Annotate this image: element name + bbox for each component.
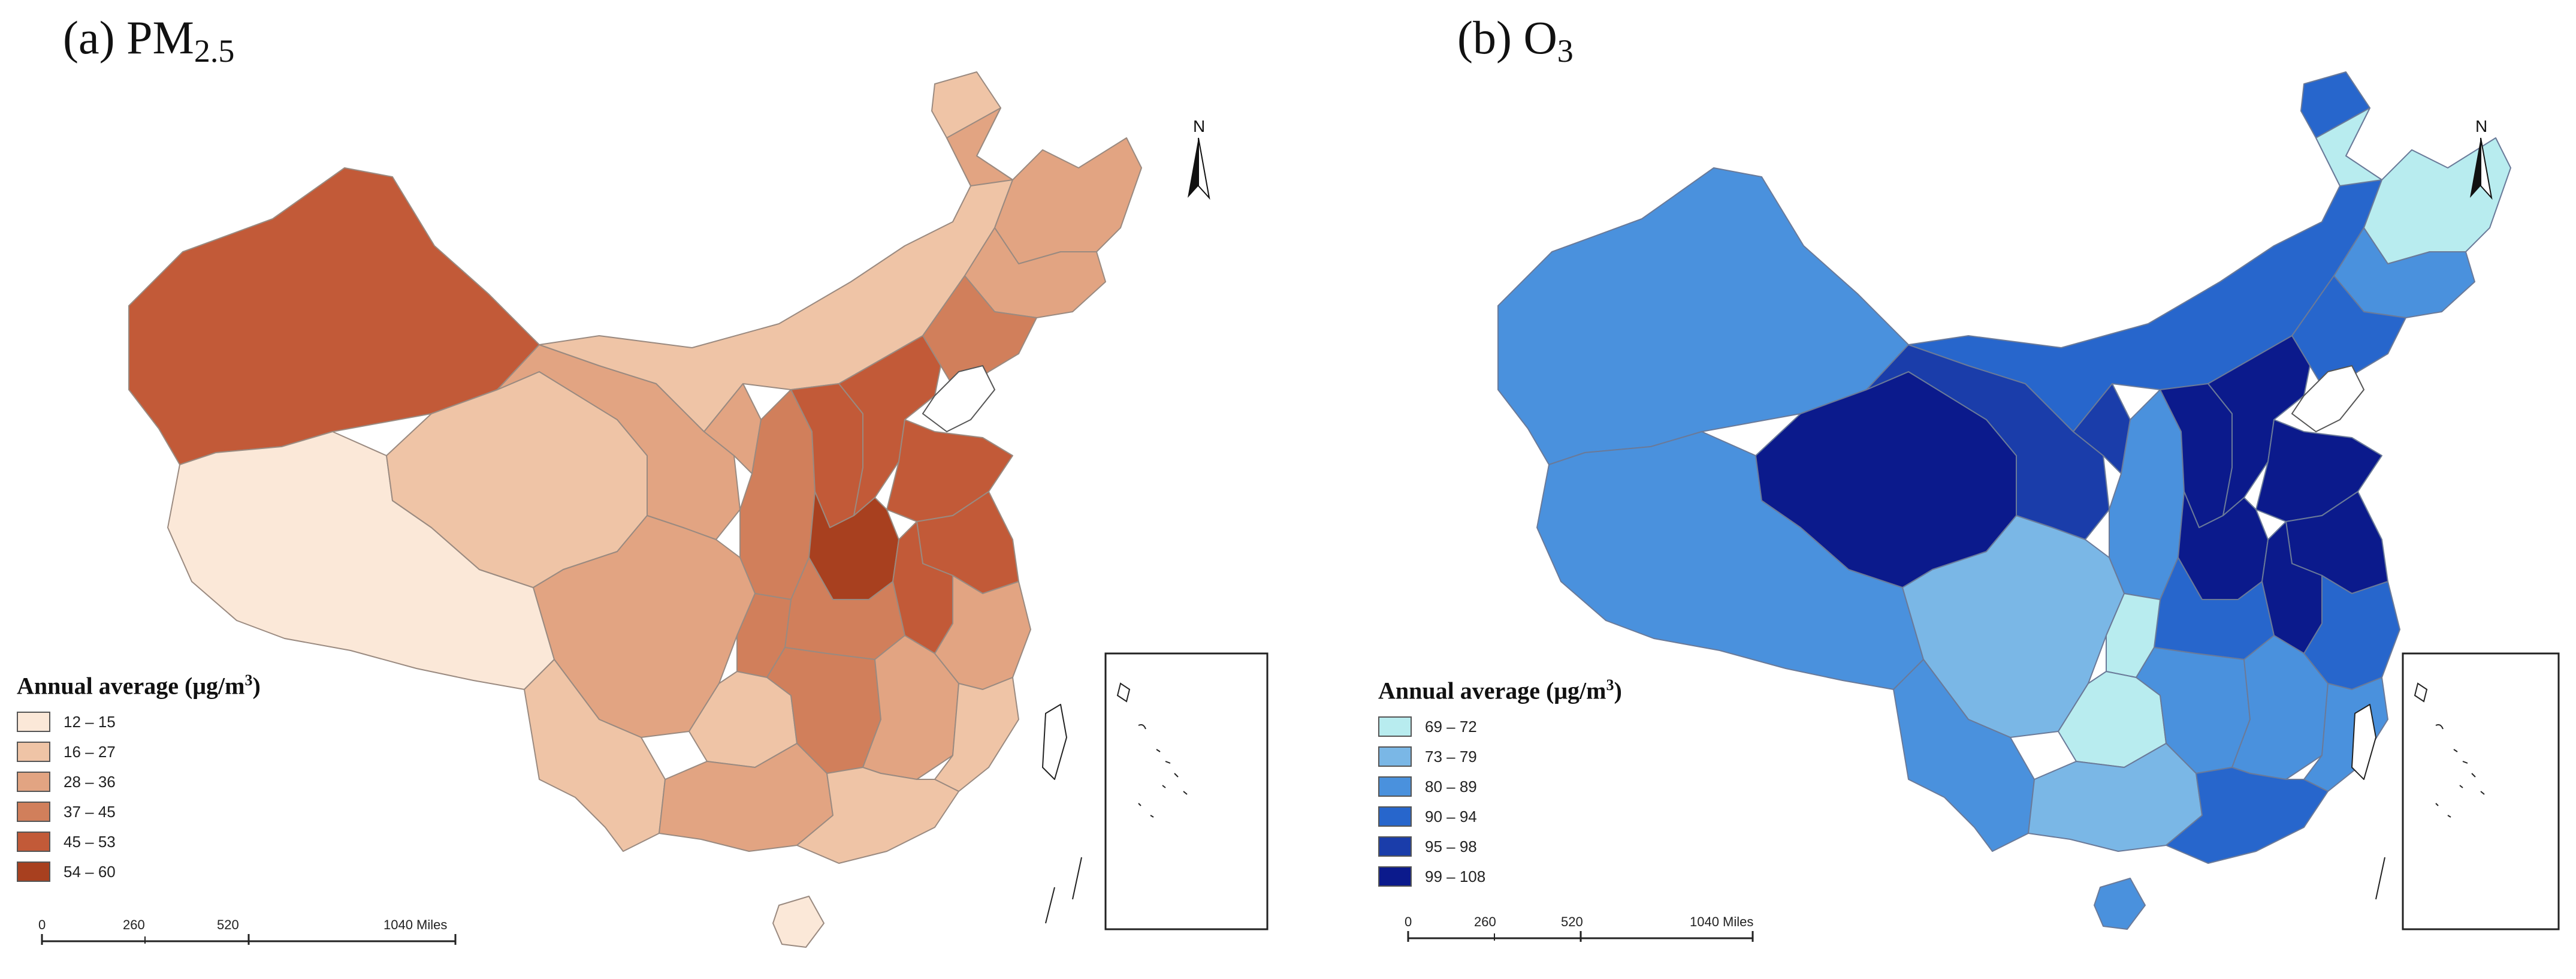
scale-label-3: 1040 Miles	[1690, 914, 1753, 929]
north-arrow: N	[2470, 117, 2493, 200]
svg-text:N: N	[2475, 117, 2487, 135]
region-heilongjiang	[2315, 107, 2511, 264]
region-yunnan	[524, 659, 666, 852]
scale-label-0: 0	[38, 917, 46, 932]
china-map-o3: N 0 260 520 1040 Miles	[1405, 71, 2560, 942]
inset-islands	[1045, 682, 1188, 924]
legend-label: 28 – 36	[64, 772, 116, 791]
bohai-sea	[2291, 365, 2365, 433]
map-panel-o3: (b) O3	[1378, 0, 2576, 979]
legend-swatch	[17, 772, 50, 793]
legend-item: 80 – 89	[1378, 772, 1622, 802]
scale-label-1: 260	[123, 917, 145, 932]
legend-label: 90 – 94	[1425, 807, 1477, 826]
legend-item: 90 – 94	[1378, 802, 1622, 832]
scale-label-1: 260	[1474, 914, 1496, 929]
legend-label: 95 – 98	[1425, 837, 1477, 856]
china-map-pm25: N 0 260 520 1040 Miles	[38, 71, 1269, 948]
legend-item: 54 – 60	[17, 857, 261, 887]
legend-label: 16 – 27	[64, 742, 116, 761]
legend-item: 69 – 72	[1378, 712, 1622, 742]
legend-label: 12 – 15	[64, 712, 116, 731]
scale-label-0: 0	[1405, 914, 1412, 929]
svg-text:N: N	[1193, 117, 1205, 135]
legend-swatch	[17, 802, 50, 823]
scale-bar: 0 260 520 1040 Miles	[38, 917, 457, 945]
region-heilongjiang	[946, 107, 1142, 264]
inset-islands	[2375, 682, 2485, 900]
legend-swatch	[1378, 806, 1412, 827]
bohai-sea	[922, 365, 996, 433]
scale-label-2: 520	[217, 917, 239, 932]
legend-swatch	[17, 832, 50, 853]
region-fujian	[934, 677, 1019, 792]
scale-label-3: 1040 Miles	[383, 917, 447, 932]
legend-item: 73 – 79	[1378, 742, 1622, 772]
region-hainan	[772, 896, 825, 948]
map-panel-pm25: (a) PM2.5	[17, 11, 1269, 948]
scale-bar: 0 260 520 1040 Miles	[1405, 914, 1754, 942]
region-taiwan	[1042, 704, 1067, 780]
legend-swatch	[1378, 866, 1412, 887]
south-china-sea-inset	[2402, 652, 2560, 930]
legend-item: 95 – 98	[1378, 832, 1622, 861]
legend-swatch	[17, 742, 50, 763]
legend-label: 54 – 60	[64, 862, 116, 881]
legend-item: 45 – 53	[17, 827, 261, 857]
legend-item: 99 – 108	[1378, 861, 1622, 891]
north-arrow: N	[1188, 117, 1210, 200]
legend-swatch	[1378, 746, 1412, 767]
legend-label: 37 – 45	[64, 802, 116, 821]
panel-title: (b) O3	[1457, 11, 1574, 69]
legend-title: Annual average (μg/m3)	[1378, 676, 1622, 704]
legend-label: 99 – 108	[1425, 867, 1486, 885]
south-china-sea-inset	[1104, 652, 1269, 930]
region-zhejiang	[934, 575, 1031, 690]
region-zhejiang	[2303, 575, 2400, 690]
legend-swatch	[1378, 836, 1412, 857]
legend-title: Annual average (μg/m3)	[17, 671, 261, 700]
legend-label: 45 – 53	[64, 832, 116, 851]
legend-swatch	[1378, 776, 1412, 797]
legend-label: 73 – 79	[1425, 747, 1477, 766]
legend-item: 12 – 15	[17, 707, 261, 737]
panel-title: (a) PM2.5	[63, 11, 235, 69]
region-jiangxi	[2231, 635, 2329, 780]
scale-label-2: 520	[1561, 914, 1583, 929]
legend-item: 28 – 36	[17, 767, 261, 797]
legend-item: 37 – 45	[17, 797, 261, 827]
region-yunnan	[1893, 659, 2035, 852]
region-guangdong	[2166, 767, 2329, 864]
legend-label: 69 – 72	[1425, 717, 1477, 736]
region-jiangxi	[862, 635, 959, 780]
region-hainan	[2094, 878, 2146, 930]
legend-swatch	[17, 712, 50, 733]
legend: Annual average (μg/m3) 12 – 15 16 – 27 28 …	[17, 671, 261, 887]
region-guangdong	[796, 767, 959, 864]
legend-swatch	[1378, 716, 1412, 737]
legend-swatch	[17, 861, 50, 882]
legend: Annual average (μg/m3) 69 – 72 73 – 79 80 …	[1378, 676, 1622, 891]
region-taiwan	[2351, 704, 2376, 780]
legend-item: 16 – 27	[17, 737, 261, 767]
legend-label: 80 – 89	[1425, 777, 1477, 796]
